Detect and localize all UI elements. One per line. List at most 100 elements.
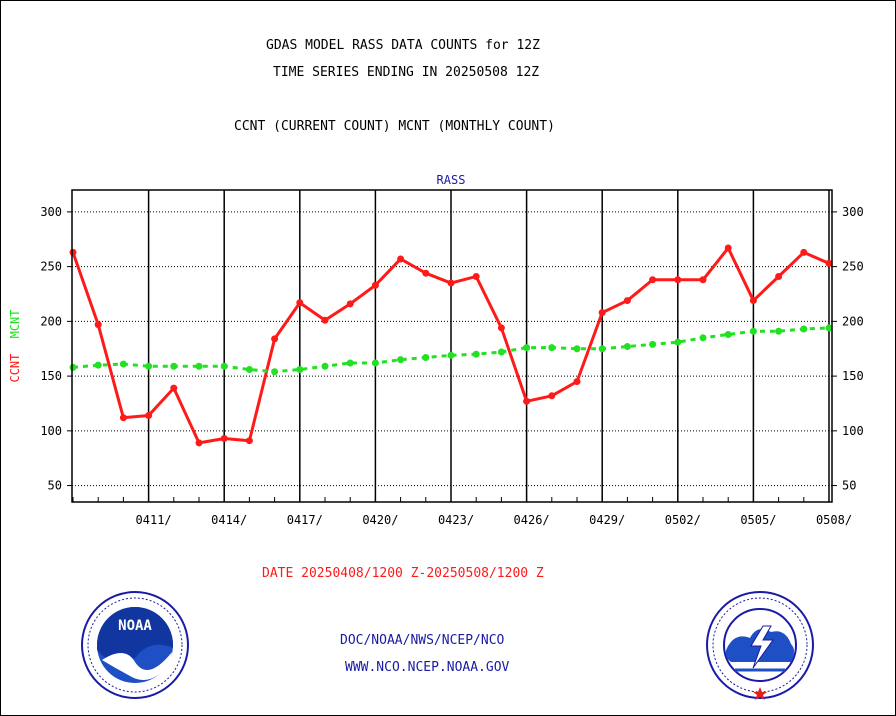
data-point-ccnt	[623, 297, 631, 305]
data-point-ccnt	[119, 414, 127, 422]
data-point-ccnt	[472, 272, 480, 280]
data-point-ccnt	[321, 316, 329, 324]
noaa-logo-text: NOAA	[118, 618, 152, 634]
y-axis-label-ccnt: CCNT	[8, 354, 22, 383]
data-point-ccnt	[245, 437, 253, 445]
series-layer	[69, 244, 833, 447]
label-layer: 50 50 100 100 150 150 200 200 250 250 300 300 0411/0…	[40, 205, 863, 527]
data-point-mcnt	[119, 360, 127, 368]
data-point-ccnt	[749, 297, 757, 305]
plot-border	[71, 189, 833, 503]
data-point-mcnt	[422, 353, 430, 361]
data-point-mcnt	[649, 340, 657, 348]
x-tick-label: 0505/	[740, 513, 776, 527]
nws-logo	[706, 591, 814, 700]
y-tick-label-left: 50	[48, 479, 62, 493]
noaa-logo: NOAA	[81, 591, 189, 699]
data-point-mcnt	[245, 366, 253, 374]
data-point-ccnt	[497, 324, 505, 332]
data-point-mcnt	[825, 324, 833, 332]
x-tick-label: 0429/	[589, 513, 625, 527]
data-point-mcnt	[497, 348, 505, 356]
x-tick-label: 0420/	[362, 513, 398, 527]
grid-layer	[67, 190, 837, 502]
x-tick-label: 0417/	[287, 513, 323, 527]
chart-title-line2: TIME SERIES ENDING IN 20250508 12Z	[273, 65, 540, 80]
data-point-mcnt	[170, 362, 178, 370]
data-point-mcnt	[69, 363, 77, 371]
data-point-mcnt	[94, 361, 102, 369]
data-point-ccnt	[422, 269, 430, 277]
data-point-ccnt	[724, 244, 732, 252]
data-point-mcnt	[195, 362, 203, 370]
data-point-mcnt	[674, 338, 682, 346]
x-tick-label: 0502/	[665, 513, 701, 527]
data-point-mcnt	[447, 351, 455, 359]
data-point-ccnt	[346, 300, 354, 308]
y-tick-label-right: 200	[842, 314, 864, 328]
data-point-mcnt	[573, 345, 581, 353]
data-point-mcnt	[699, 334, 707, 342]
x-tick-label: 0411/	[136, 513, 172, 527]
data-point-mcnt	[321, 362, 329, 370]
chart-title-line1: GDAS MODEL RASS DATA COUNTS for 12Z	[266, 38, 540, 53]
x-tick-label: 0414/	[211, 513, 247, 527]
y-tick-label-left: 200	[40, 314, 62, 328]
data-point-ccnt	[825, 259, 833, 267]
footer-line1: DOC/NOAA/NWS/NCEP/NCO	[340, 633, 505, 648]
date-range-label: DATE 20250408/1200 Z-20250508/1200 Z	[262, 566, 544, 581]
data-point-mcnt	[346, 359, 354, 367]
data-point-mcnt	[523, 344, 531, 352]
y-tick-label-left: 150	[40, 369, 62, 383]
y-tick-label-right: 150	[842, 369, 864, 383]
data-point-ccnt	[523, 397, 531, 405]
data-point-ccnt	[271, 335, 279, 343]
data-point-ccnt	[598, 309, 606, 317]
data-point-ccnt	[573, 378, 581, 386]
data-point-ccnt	[195, 439, 203, 447]
data-point-mcnt	[724, 331, 732, 339]
data-point-mcnt	[800, 325, 808, 333]
chart-subtitle: CCNT (CURRENT COUNT) MCNT (MONTHLY COUNT…	[234, 119, 555, 134]
data-point-ccnt	[296, 299, 304, 307]
y-tick-label-right: 300	[842, 205, 864, 219]
data-point-ccnt	[220, 435, 228, 443]
x-tick-label: 0508/	[816, 513, 852, 527]
y-tick-label-left: 300	[40, 205, 62, 219]
x-tick-label: 0426/	[514, 513, 550, 527]
data-point-ccnt	[145, 412, 153, 420]
data-point-ccnt	[170, 384, 178, 392]
y-tick-label-right: 50	[842, 479, 856, 493]
data-point-ccnt	[548, 392, 556, 400]
y-tick-label-right: 250	[842, 260, 864, 274]
data-point-ccnt	[397, 255, 405, 263]
data-point-mcnt	[623, 343, 631, 351]
data-point-mcnt	[271, 368, 279, 376]
footer-line2: WWW.NCO.NCEP.NOAA.GOV	[345, 660, 510, 675]
data-point-ccnt	[371, 281, 379, 289]
data-point-mcnt	[749, 327, 757, 335]
y-tick-label-left: 100	[40, 424, 62, 438]
data-point-mcnt	[220, 362, 228, 370]
data-point-mcnt	[397, 356, 405, 364]
data-point-mcnt	[472, 350, 480, 358]
data-point-mcnt	[371, 359, 379, 367]
data-point-ccnt	[649, 276, 657, 284]
y-axis-label: CCNT MCNT	[8, 309, 22, 382]
x-tick-label: 0423/	[438, 513, 474, 527]
y-axis-label-mcnt: MCNT	[8, 309, 22, 338]
data-point-ccnt	[674, 276, 682, 284]
data-point-ccnt	[69, 248, 77, 256]
data-point-ccnt	[800, 248, 808, 256]
data-point-mcnt	[548, 344, 556, 352]
data-point-ccnt	[699, 276, 707, 284]
data-point-ccnt	[94, 321, 102, 329]
y-tick-label-left: 250	[40, 260, 62, 274]
data-point-ccnt	[775, 272, 783, 280]
data-point-mcnt	[598, 345, 606, 353]
data-point-mcnt	[145, 362, 153, 370]
data-point-ccnt	[447, 279, 455, 287]
data-point-mcnt	[775, 327, 783, 335]
panel-label: RASS	[437, 173, 466, 187]
